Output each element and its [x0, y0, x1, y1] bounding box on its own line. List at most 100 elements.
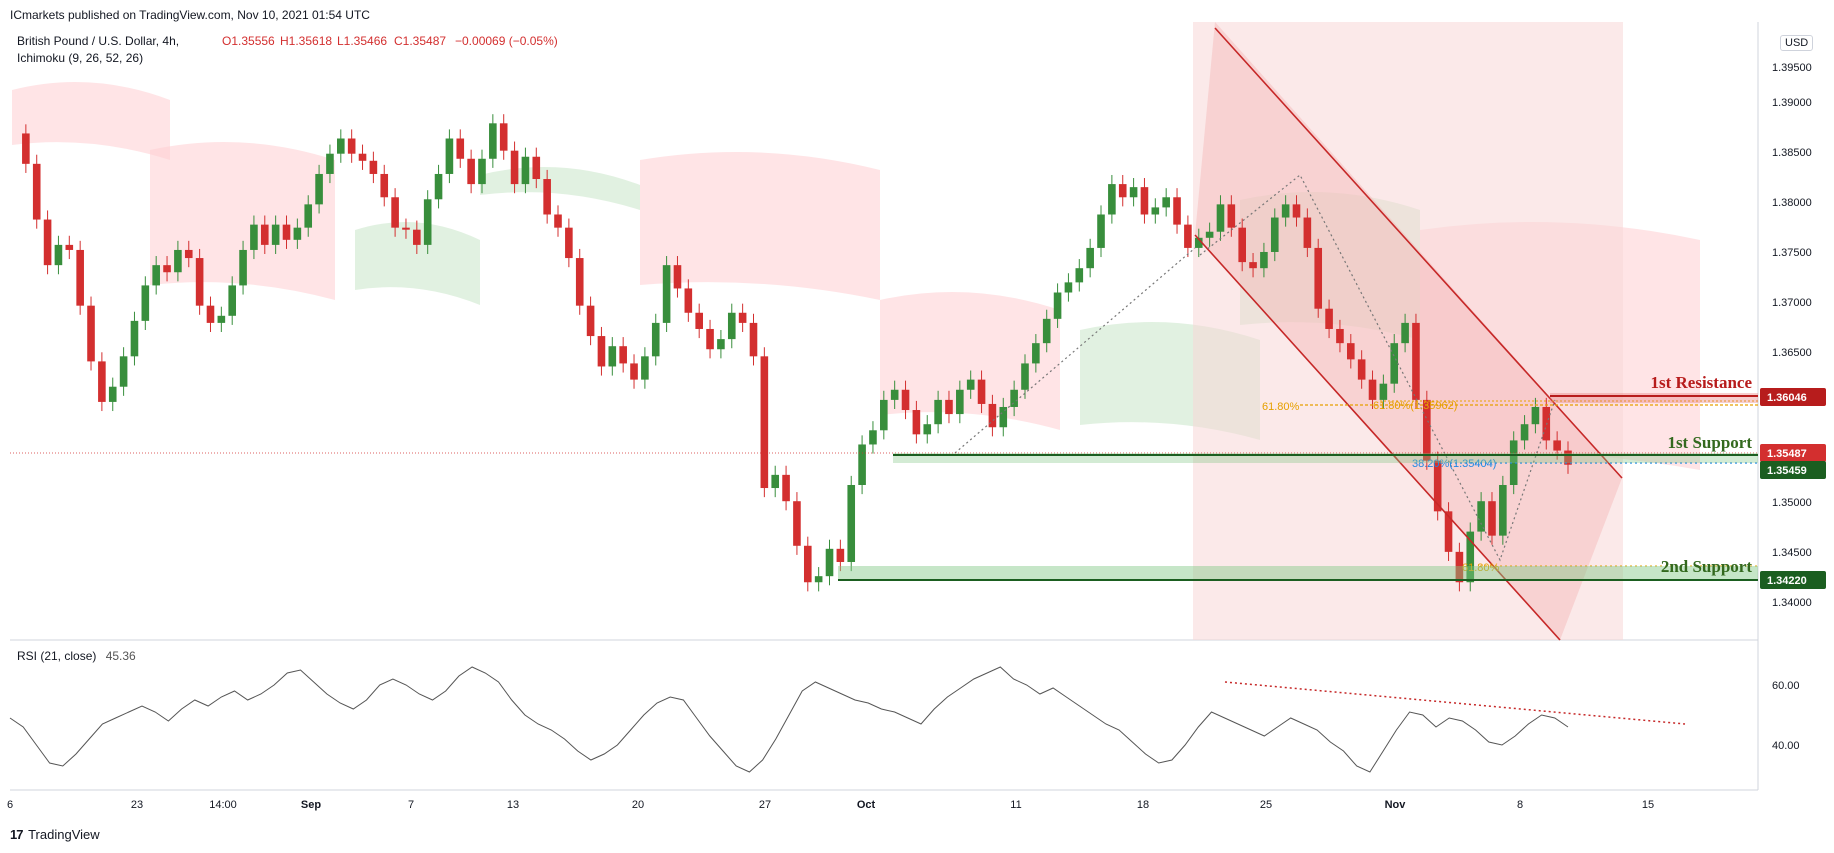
candle-body: [130, 320, 139, 357]
fib-label: 61.80%: [1262, 401, 1300, 413]
x-tick-label: 6: [7, 799, 13, 811]
price-tag-support-2: 1.34220: [1767, 575, 1807, 587]
candle-body: [1108, 184, 1116, 215]
candle-body: [1194, 237, 1203, 248]
candle-body: [87, 305, 95, 362]
candle-body: [1346, 343, 1355, 360]
candle-body: [1477, 501, 1485, 532]
candle-body: [1520, 424, 1529, 441]
candle-body: [445, 138, 454, 174]
candle-body: [619, 346, 627, 364]
candle-body: [423, 199, 432, 245]
candle-body: [890, 389, 899, 400]
rsi-y-tick: 60.00: [1772, 680, 1800, 692]
candle-body: [597, 336, 606, 367]
ohlc-change: −0.00069 (−0.05%): [455, 34, 558, 48]
candle-body: [1466, 531, 1475, 583]
candle-body: [803, 545, 812, 583]
rsi-line: [9, 666, 1569, 773]
symbol-title: British Pound / U.S. Dollar, 4h,: [17, 34, 180, 48]
rsi-value: 45.36: [105, 649, 136, 663]
candle-body: [510, 150, 519, 185]
ichimoku-cloud: [12, 82, 170, 160]
candle-body: [98, 361, 106, 402]
y-tick-label: 1.35000: [1772, 497, 1812, 509]
candle-body: [250, 224, 258, 250]
candle-body: [1488, 501, 1496, 536]
candle-body: [966, 379, 975, 390]
candle-body: [1412, 322, 1420, 400]
y-tick-label: 1.36500: [1772, 347, 1812, 359]
candle-body: [1292, 204, 1301, 218]
candle-body: [1379, 383, 1388, 400]
x-tick-label: Oct: [857, 799, 876, 811]
price-tag-resistance: 1.36046: [1767, 392, 1807, 404]
candle-body: [1227, 204, 1236, 228]
support-zone-1: [893, 453, 1758, 463]
y-tick-label: 1.38000: [1772, 197, 1812, 209]
candle-body: [413, 229, 421, 245]
candle-body: [141, 285, 150, 321]
rsi-label: RSI (21, close) 45.36: [17, 649, 136, 663]
candle-body: [195, 258, 204, 306]
annotation-2nd-support: 2nd Support: [1661, 557, 1753, 576]
candle-body: [239, 249, 247, 286]
candle-body: [271, 224, 280, 245]
candle-body: [282, 224, 291, 240]
candle-body: [174, 249, 182, 273]
x-tick-label: 23: [131, 799, 143, 811]
candle-body: [662, 265, 671, 323]
candle-body: [1064, 282, 1073, 293]
x-tick-label: 15: [1642, 799, 1654, 811]
candle-body: [575, 258, 584, 306]
candle-body: [228, 285, 237, 316]
price-tag-support-2-bg: [1760, 571, 1826, 589]
candle-body: [565, 227, 573, 259]
candle-body: [554, 214, 562, 228]
candle-body: [945, 399, 953, 415]
candle-body: [532, 156, 541, 180]
candle-body: [749, 322, 758, 357]
ohlc-high: H1.35618: [280, 34, 333, 48]
support-zone-2: [838, 566, 1758, 580]
candle-body: [489, 123, 497, 159]
candle-body: [1325, 308, 1333, 329]
candle-body: [880, 399, 888, 431]
candle-body: [1075, 268, 1084, 283]
ichimoku-cloud: [355, 222, 480, 305]
x-tick-label: Sep: [301, 799, 321, 811]
candle-body: [1205, 231, 1214, 238]
ohlc-open: O1.35556: [222, 34, 275, 48]
candle-body: [651, 322, 660, 357]
ohlc-close: C1.35487: [394, 34, 447, 48]
candle-body: [337, 138, 345, 154]
candle-body: [1336, 328, 1344, 344]
candle-body: [901, 389, 910, 411]
candle-body: [1423, 399, 1431, 461]
annotation-1st-resistance: 1st Resistance: [1650, 373, 1752, 392]
candle-body: [1281, 204, 1290, 218]
candle-body: [1509, 440, 1518, 485]
candle-body: [1368, 379, 1377, 400]
candle-body: [1531, 406, 1540, 425]
brand-logo[interactable]: 17 TradingView: [10, 827, 100, 842]
x-tick-label: 8: [1517, 799, 1523, 811]
candle-body: [1216, 204, 1225, 232]
candle-body: [1151, 207, 1160, 215]
y-tick-label: 1.38500: [1772, 147, 1812, 159]
candle-body: [1032, 343, 1040, 364]
candle-body: [814, 576, 823, 583]
x-tick-label: Nov: [1385, 799, 1407, 811]
candle-body: [912, 410, 921, 435]
fib-label: 38.20%(1.35404): [1412, 458, 1496, 470]
candle-body: [1564, 450, 1572, 465]
candle-body: [608, 346, 617, 367]
candle-body: [771, 474, 780, 489]
candle-body: [304, 204, 313, 228]
candle-body: [65, 244, 74, 250]
candle-body: [1553, 440, 1561, 451]
candle-body: [1455, 551, 1464, 583]
candle-body: [1097, 214, 1105, 248]
currency-badge[interactable]: USD: [1780, 35, 1814, 51]
